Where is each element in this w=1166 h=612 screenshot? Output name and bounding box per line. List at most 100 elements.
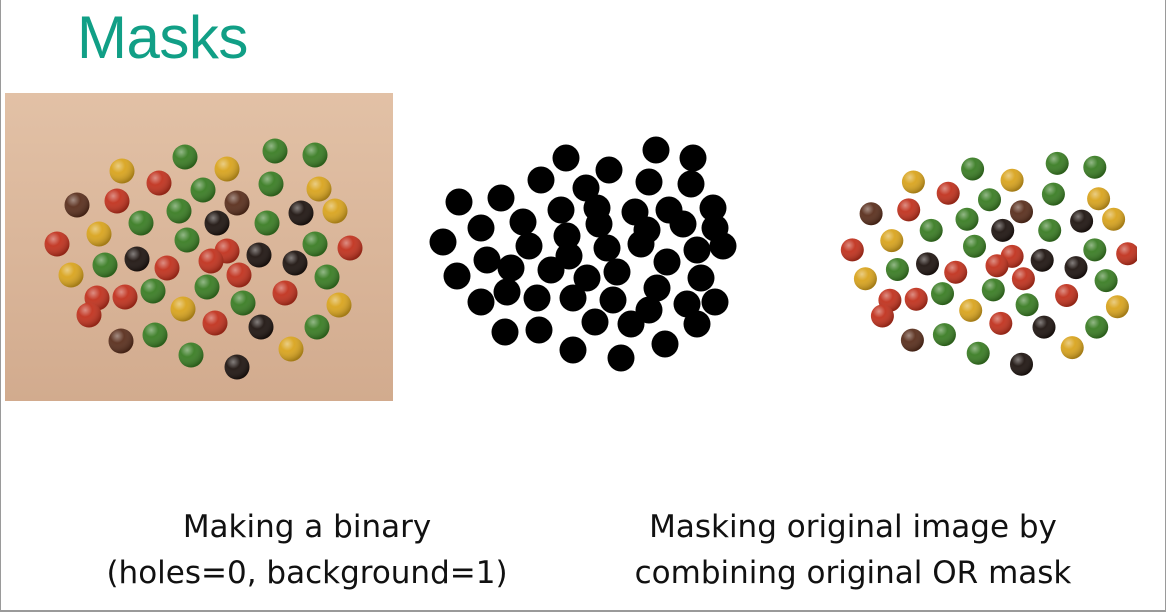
candy-highlight bbox=[302, 231, 328, 257]
candy-highlight bbox=[108, 328, 134, 354]
masked-candy-highlight bbox=[1010, 200, 1033, 224]
masked-candy-highlight bbox=[963, 234, 986, 258]
candy-highlight bbox=[174, 227, 200, 253]
mask-dot bbox=[552, 144, 580, 172]
candy-highlight bbox=[282, 250, 308, 276]
masked-result bbox=[827, 140, 1137, 380]
mask-dot bbox=[673, 290, 701, 318]
masked-candy-highlight bbox=[978, 188, 1001, 212]
masked-candy-highlight bbox=[1083, 238, 1107, 262]
masked-candy-highlight bbox=[1038, 218, 1062, 242]
candy-highlight bbox=[166, 198, 192, 224]
masked-candy-highlight bbox=[1094, 269, 1118, 293]
candy-highlight bbox=[76, 302, 102, 328]
slide-title: Masks bbox=[77, 4, 248, 71]
masked-candy-highlight bbox=[931, 282, 954, 306]
mask-dot bbox=[642, 136, 670, 164]
mask-dot bbox=[585, 210, 613, 238]
candy-highlight bbox=[86, 221, 112, 247]
candy-highlight bbox=[64, 192, 90, 218]
mask-dot bbox=[627, 230, 655, 258]
mask-dot bbox=[677, 170, 705, 198]
candy-highlight bbox=[146, 170, 172, 196]
masked-candy-highlight bbox=[989, 311, 1013, 335]
candy-highlight bbox=[230, 290, 256, 316]
masked-candy-highlight bbox=[1105, 295, 1129, 319]
masked-candy-highlight bbox=[1015, 293, 1039, 317]
masked-candy-highlight bbox=[901, 170, 925, 194]
candy-highlight bbox=[128, 210, 154, 236]
mask-dot bbox=[467, 214, 495, 242]
mask-dot bbox=[643, 274, 671, 302]
masked-candy-highlight bbox=[961, 157, 985, 181]
candy-highlight bbox=[272, 280, 298, 306]
mask-dot bbox=[547, 196, 575, 224]
candy-highlight bbox=[204, 210, 230, 236]
candy-highlight bbox=[262, 138, 288, 164]
candy-highlight bbox=[202, 310, 228, 336]
candy-highlight bbox=[140, 278, 166, 304]
masked-candy-highlight bbox=[1070, 209, 1094, 233]
masked-candy-highlight bbox=[955, 207, 979, 231]
caption-left-line-1: Making a binary bbox=[182, 509, 432, 545]
mask-dot bbox=[429, 228, 457, 256]
mask-dot bbox=[573, 264, 601, 292]
candy-highlight bbox=[314, 264, 340, 290]
original-photo bbox=[5, 93, 393, 401]
masked-candy-highlight bbox=[932, 323, 956, 347]
mask-dot bbox=[593, 234, 621, 262]
candy-highlight bbox=[44, 231, 70, 257]
masked-candy-highlight bbox=[1041, 182, 1065, 206]
masked-candy-highlight bbox=[1116, 242, 1137, 266]
mask-dot bbox=[679, 144, 707, 172]
candy-highlight bbox=[190, 177, 216, 203]
masked-candy-highlight bbox=[919, 218, 943, 242]
masked-candy-highlight bbox=[1060, 336, 1084, 360]
masked-candy-highlight bbox=[1087, 187, 1111, 211]
masked-candy-highlight bbox=[870, 304, 894, 328]
masked-candy-highlight bbox=[1011, 267, 1035, 291]
masked-candy-highlight bbox=[944, 260, 968, 284]
mask-dot bbox=[487, 184, 515, 212]
candy-highlight bbox=[246, 242, 272, 268]
mask-dot bbox=[443, 262, 471, 290]
candy-highlight bbox=[304, 314, 330, 340]
masked-candy-highlight bbox=[900, 328, 924, 352]
mask-dot bbox=[467, 288, 495, 316]
candy-highlight bbox=[288, 200, 314, 226]
masked-candy-highlight bbox=[1102, 207, 1126, 231]
mask-dot bbox=[709, 232, 737, 260]
masked-candy-highlight bbox=[897, 198, 921, 222]
mask-dot bbox=[445, 188, 473, 216]
masked-candy-highlight bbox=[916, 252, 939, 276]
mask-dot bbox=[491, 318, 519, 346]
candy-highlight bbox=[302, 142, 328, 168]
mask-dot bbox=[651, 330, 679, 358]
masked-candy-highlight bbox=[880, 229, 904, 253]
candy-highlight bbox=[337, 235, 363, 261]
masked-candy-highlight bbox=[981, 278, 1005, 302]
mask-dot bbox=[683, 236, 711, 264]
candy-highlight bbox=[254, 210, 280, 236]
candy-highlight bbox=[224, 190, 250, 216]
mask-dot bbox=[607, 344, 635, 372]
mask-dot bbox=[473, 246, 501, 274]
masked-candy-highlight bbox=[966, 341, 990, 365]
masked-candy-highlight bbox=[904, 287, 928, 311]
masked-candy-highlight bbox=[936, 181, 960, 205]
mask-dot bbox=[559, 336, 587, 364]
binary-mask bbox=[421, 132, 741, 382]
masked-candy-highlight bbox=[959, 298, 983, 322]
masked-candy-highlight bbox=[1055, 284, 1079, 307]
candy-highlight bbox=[92, 252, 118, 278]
candy-highlight bbox=[58, 262, 84, 288]
candy-highlight bbox=[142, 322, 168, 348]
candy-highlight bbox=[322, 198, 348, 224]
masked-candy-highlight bbox=[1010, 352, 1033, 376]
caption-right-line-1: Masking original image by bbox=[649, 509, 1057, 545]
candy-highlight bbox=[326, 292, 352, 318]
mask-dot bbox=[599, 286, 627, 314]
masked-candy-highlight bbox=[853, 267, 877, 291]
candy-highlight bbox=[178, 342, 204, 368]
candy-highlight bbox=[306, 176, 332, 202]
